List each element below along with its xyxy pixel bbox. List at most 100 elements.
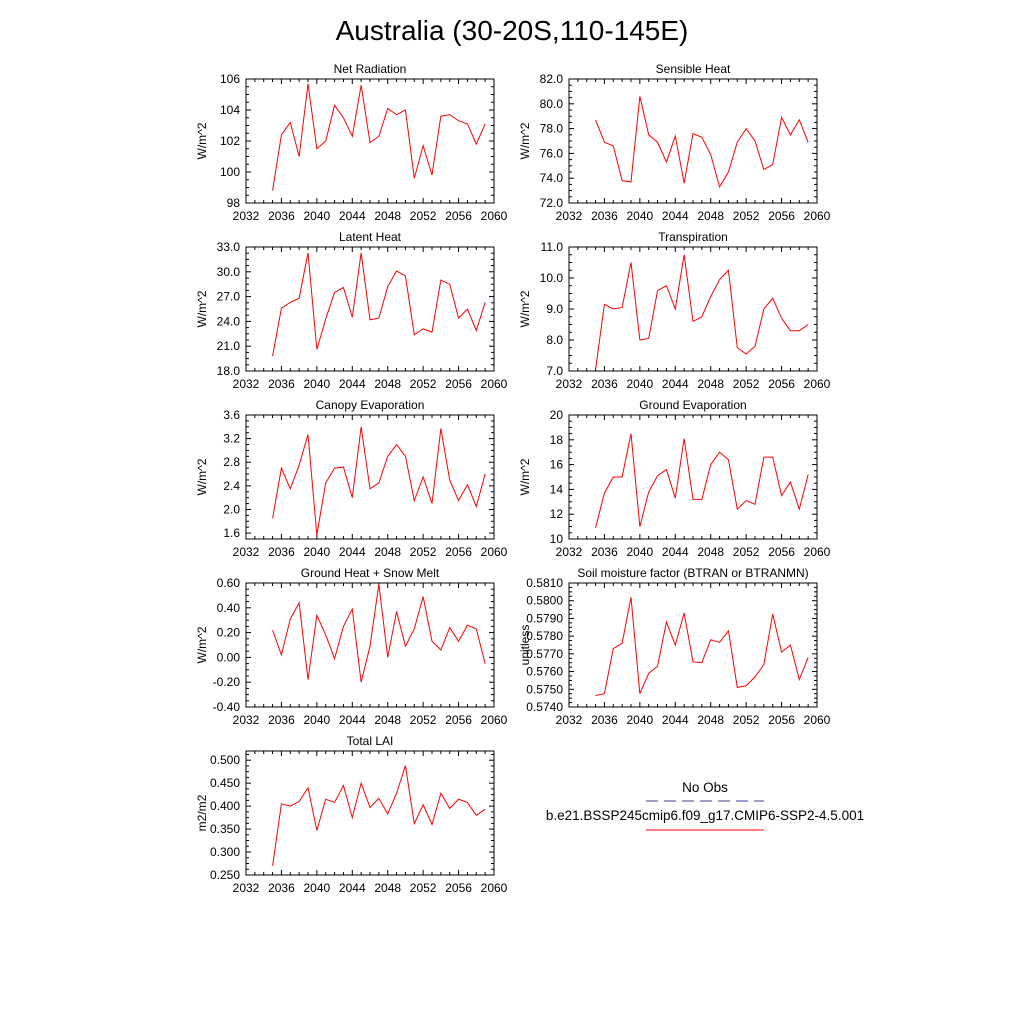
y-tick-label: 18.0 — [217, 364, 241, 378]
data-series-line — [595, 597, 809, 696]
x-tick-label: 2032 — [233, 209, 260, 223]
chart-title: Ground Heat + Snow Melt — [301, 566, 440, 580]
x-tick-label: 2052 — [733, 545, 760, 559]
y-tick-label: 72.0 — [540, 196, 564, 210]
x-tick-label: 2048 — [374, 377, 401, 391]
y-axis-label: W/m^2 — [195, 626, 209, 663]
x-tick-label: 2036 — [591, 377, 618, 391]
chart-panel: Ground Evaporation W/m^2 2032 2036 2040 2044 2… — [518, 398, 831, 559]
x-tick-label: 2052 — [410, 545, 437, 559]
data-series-line — [272, 252, 486, 357]
y-tick-label: 27.0 — [217, 290, 241, 304]
x-tick-label: 2060 — [804, 713, 831, 727]
chart-panel: Ground Heat + Snow Melt W/m^2 2032 2036 2040… — [195, 566, 508, 727]
y-tick-label: 98 — [227, 196, 241, 210]
x-tick-label: 2060 — [481, 209, 508, 223]
data-series-line — [595, 254, 809, 370]
x-tick-label: 2036 — [591, 545, 618, 559]
y-tick-label: 74.0 — [540, 171, 564, 185]
x-tick-label: 2056 — [445, 377, 472, 391]
x-tick-label: 2056 — [768, 713, 795, 727]
x-tick-label: 2048 — [374, 545, 401, 559]
x-tick-label: 2040 — [627, 545, 654, 559]
chart-title: Transpiration — [658, 230, 728, 244]
x-tick-label: 2048 — [374, 209, 401, 223]
y-tick-label: 10 — [550, 532, 564, 546]
legend: No Obs b.e21.BSSP245cmip6.f09_g17.CMIP6-… — [546, 780, 864, 831]
x-tick-label: 2040 — [304, 545, 331, 559]
y-tick-label: 9.0 — [546, 302, 563, 316]
x-tick-label: 2036 — [268, 209, 295, 223]
chart-panel: Transpiration W/m^2 2032 2036 2040 2044 2048 20… — [518, 230, 831, 391]
x-tick-label: 2044 — [662, 377, 689, 391]
y-tick-label: 0.5790 — [526, 611, 563, 625]
plot-frame — [245, 750, 495, 876]
x-tick-label: 2036 — [591, 209, 618, 223]
x-tick-label: 2060 — [804, 545, 831, 559]
y-tick-label: 82.0 — [540, 72, 564, 86]
y-tick-label: 0.250 — [210, 868, 240, 882]
y-tick-label: 0.5750 — [526, 682, 563, 696]
y-tick-label: 2.4 — [223, 479, 240, 493]
x-tick-label: 2032 — [556, 713, 583, 727]
y-tick-label: 11.0 — [541, 240, 564, 254]
chart-panel: Canopy Evaporation W/m^2 2032 2036 2040 2044 2… — [195, 398, 508, 559]
y-tick-label: 0.5780 — [526, 629, 563, 643]
x-tick-label: 2040 — [627, 713, 654, 727]
chart-panel: Net Radiation W/m^2 2032 2036 2040 2044 2048 20… — [195, 62, 508, 223]
legend-model-label: b.e21.BSSP245cmip6.f09_g17.CMIP6-SSP2-4.… — [546, 808, 864, 823]
x-tick-label: 2060 — [481, 881, 508, 895]
y-tick-label: 24.0 — [217, 314, 241, 328]
y-tick-label: 0.450 — [210, 776, 240, 790]
y-tick-label: 21.0 — [217, 339, 241, 353]
y-tick-label: 12 — [550, 507, 564, 521]
x-tick-label: 2060 — [804, 209, 831, 223]
chart-title: Ground Evaporation — [639, 398, 746, 412]
x-tick-label: 2044 — [339, 545, 366, 559]
y-axis-label: m2/m2 — [195, 794, 209, 831]
y-tick-label: 10.0 — [540, 271, 564, 285]
panels: Net Radiation W/m^2 2032 2036 2040 2044 2048 20… — [195, 62, 831, 895]
data-series-line — [595, 433, 809, 528]
chart-panel: Latent Heat W/m^2 2032 2036 2040 2044 2048 2052… — [195, 230, 508, 391]
x-tick-label: 2032 — [233, 713, 260, 727]
y-tick-label: 76.0 — [540, 146, 564, 160]
y-tick-label: -0.20 — [213, 675, 241, 689]
x-tick-label: 2056 — [445, 713, 472, 727]
y-tick-label: 0.60 — [217, 576, 241, 590]
x-tick-label: 2052 — [410, 713, 437, 727]
y-tick-label: 80.0 — [540, 97, 564, 111]
y-tick-label: 100 — [220, 165, 240, 179]
x-tick-label: 2032 — [233, 881, 260, 895]
y-tick-label: 18 — [550, 433, 564, 447]
y-tick-label: 16 — [550, 458, 564, 472]
y-tick-label: 8.0 — [546, 333, 563, 347]
x-tick-label: 2056 — [768, 209, 795, 223]
plot-frame — [568, 414, 818, 540]
chart-title: Latent Heat — [339, 230, 402, 244]
chart-panel: Soil moisture factor (BTRAN or BTRANMN) u… — [518, 566, 831, 727]
chart-title: Total LAI — [347, 734, 394, 748]
y-tick-label: 3.6 — [223, 408, 240, 422]
y-tick-label: 0.00 — [217, 650, 241, 664]
x-tick-label: 2036 — [268, 713, 295, 727]
chart-title: Canopy Evaporation — [316, 398, 425, 412]
x-tick-label: 2052 — [410, 377, 437, 391]
y-tick-label: 0.20 — [217, 626, 241, 640]
plot-frame — [245, 246, 495, 372]
x-tick-label: 2048 — [374, 881, 401, 895]
y-axis-label: W/m^2 — [518, 458, 532, 495]
y-tick-label: 0.5770 — [526, 647, 563, 661]
data-series-line — [272, 765, 486, 866]
x-tick-label: 2040 — [304, 377, 331, 391]
x-tick-label: 2052 — [410, 881, 437, 895]
x-tick-label: 2036 — [268, 881, 295, 895]
x-tick-label: 2052 — [733, 209, 760, 223]
x-tick-label: 2056 — [445, 209, 472, 223]
x-tick-label: 2048 — [697, 713, 724, 727]
chart-panel: Sensible Heat W/m^2 2032 2036 2040 2044 2048 20… — [518, 62, 831, 223]
chart-title: Net Radiation — [334, 62, 407, 76]
y-axis-label: W/m^2 — [195, 458, 209, 495]
data-series-line — [595, 96, 809, 189]
